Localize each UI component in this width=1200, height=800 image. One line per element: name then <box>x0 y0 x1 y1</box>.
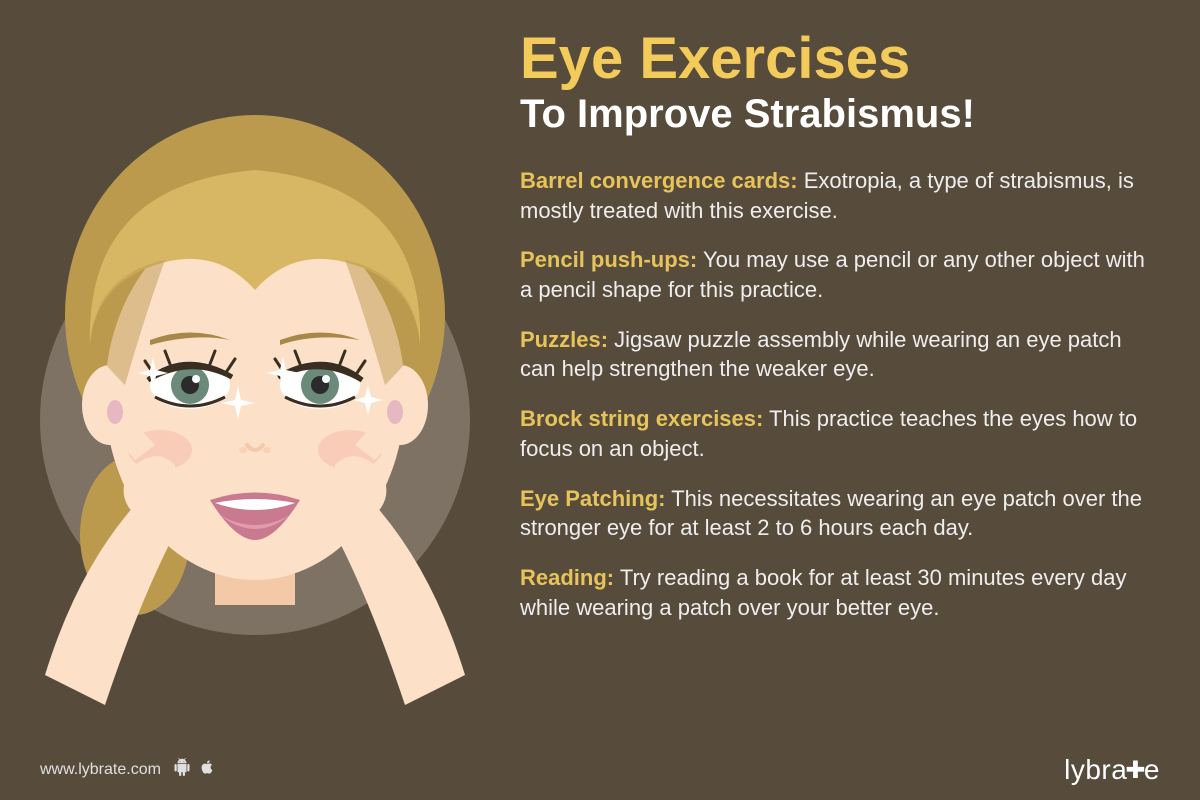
platform-icons <box>173 757 215 783</box>
exercise-item: Reading: Try reading a book for at least… <box>520 563 1150 622</box>
android-icon <box>173 757 191 783</box>
exercise-item: Puzzles: Jigsaw puzzle assembly while we… <box>520 325 1150 384</box>
logo-plus-icon: ✚ <box>1125 756 1146 785</box>
exercise-name: Puzzles: <box>520 327 608 352</box>
exercise-name: Pencil push-ups: <box>520 247 697 272</box>
logo-text-pre: lybra <box>1064 754 1127 786</box>
footer: www.lybrate.com lybra✚e <box>0 754 1200 786</box>
woman-face-illustration <box>0 115 515 735</box>
exercise-desc: Jigsaw puzzle assembly while wearing an … <box>520 327 1122 382</box>
exercise-name: Reading: <box>520 565 614 590</box>
footer-url: www.lybrate.com <box>40 761 161 779</box>
exercise-item: Barrel convergence cards: Exotropia, a t… <box>520 166 1150 225</box>
exercise-item: Eye Patching: This necessitates wearing … <box>520 484 1150 543</box>
exercise-item: Pencil push-ups: You may use a pencil or… <box>520 245 1150 304</box>
exercise-item: Brock string exercises: This practice te… <box>520 404 1150 463</box>
logo-text-post: e <box>1144 754 1160 786</box>
illustration-circle <box>40 205 470 635</box>
exercise-name: Eye Patching: <box>520 486 665 511</box>
exercise-name: Barrel convergence cards: <box>520 168 798 193</box>
illustration-panel <box>0 0 510 800</box>
title-main: Eye Exercises <box>520 30 1150 88</box>
footer-left: www.lybrate.com <box>40 757 215 783</box>
apple-icon <box>199 757 215 783</box>
content-panel: Eye Exercises To Improve Strabismus! Bar… <box>510 0 1200 800</box>
exercise-name: Brock string exercises: <box>520 406 763 431</box>
title-sub: To Improve Strabismus! <box>520 92 1150 136</box>
footer-logo: lybra✚e <box>1064 754 1160 786</box>
